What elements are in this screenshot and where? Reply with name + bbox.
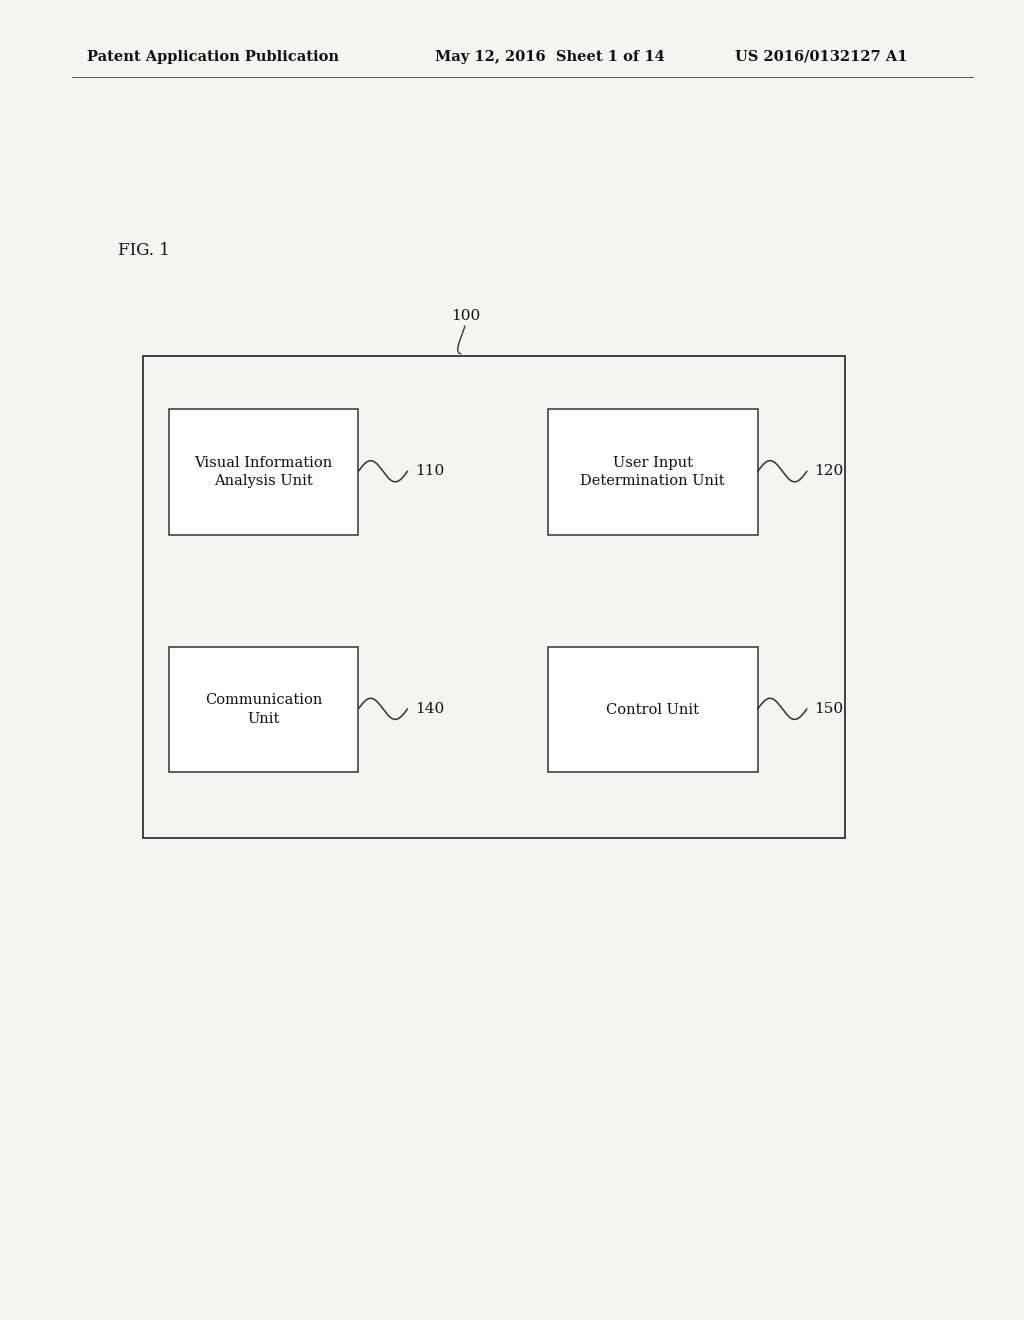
Text: 140: 140: [415, 702, 444, 715]
Text: 120: 120: [814, 465, 844, 478]
Text: 150: 150: [814, 702, 843, 715]
Text: May 12, 2016  Sheet 1 of 14: May 12, 2016 Sheet 1 of 14: [435, 50, 665, 63]
Bar: [169, 647, 358, 772]
Text: User Input
Determination Unit: User Input Determination Unit: [581, 455, 725, 488]
Bar: [548, 409, 758, 535]
Text: Communication
Unit: Communication Unit: [205, 693, 323, 726]
Bar: [143, 356, 845, 838]
Bar: [169, 409, 358, 535]
Text: 110: 110: [415, 465, 444, 478]
Text: Patent Application Publication: Patent Application Publication: [87, 50, 339, 63]
Text: 100: 100: [452, 309, 480, 323]
Text: Visual Information
Analysis Unit: Visual Information Analysis Unit: [195, 455, 333, 488]
Text: US 2016/0132127 A1: US 2016/0132127 A1: [735, 50, 907, 63]
Text: Control Unit: Control Unit: [606, 702, 699, 717]
Bar: [548, 647, 758, 772]
Text: FIG. 1: FIG. 1: [118, 243, 170, 259]
